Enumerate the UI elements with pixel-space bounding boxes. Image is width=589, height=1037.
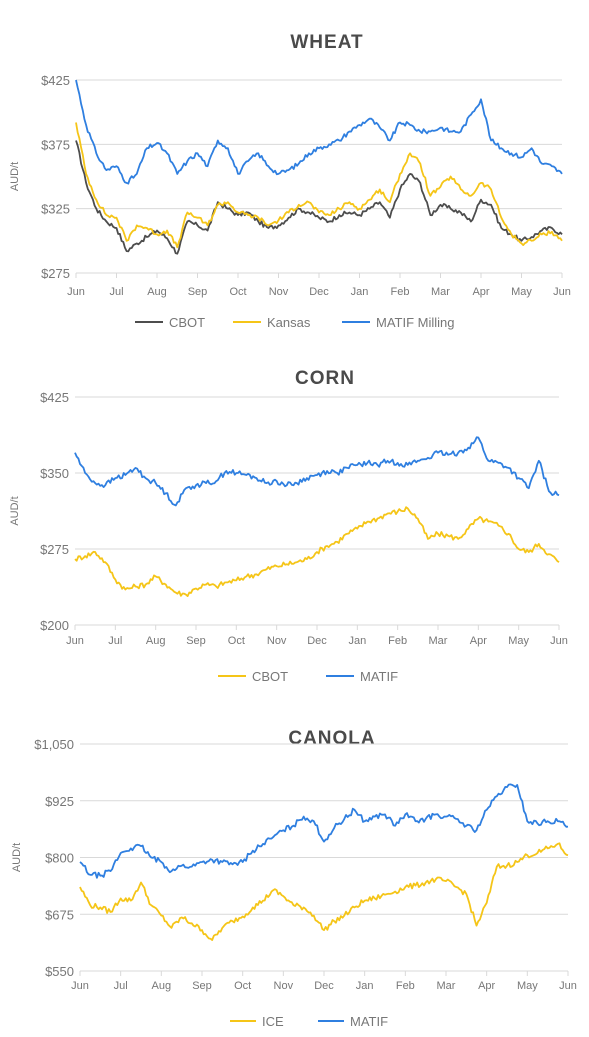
x-tick-label: Oct bbox=[234, 980, 251, 992]
legend-label: CBOT bbox=[169, 315, 205, 330]
chart-title: CANOLA bbox=[288, 728, 375, 749]
y-tick-label: $325 bbox=[41, 202, 70, 217]
x-tick-label: Apr bbox=[478, 980, 495, 992]
x-tick-label: Jun bbox=[67, 286, 85, 298]
x-tick-label: Aug bbox=[152, 980, 172, 992]
x-tick-label: Feb bbox=[391, 286, 410, 298]
series-line-kansas bbox=[75, 122, 563, 249]
x-tick-label: Feb bbox=[396, 980, 415, 992]
x-tick-label: Jun bbox=[553, 286, 571, 298]
y-tick-label: $800 bbox=[45, 851, 74, 866]
x-tick-label: Feb bbox=[388, 635, 407, 647]
series-line-matif-milling bbox=[75, 79, 563, 185]
x-tick-label: Apr bbox=[470, 635, 487, 647]
x-tick-label: Oct bbox=[229, 286, 246, 298]
x-tick-label: Jun bbox=[66, 635, 84, 647]
y-tick-label: $350 bbox=[40, 466, 69, 481]
x-tick-label: Nov bbox=[267, 635, 287, 647]
y-tick-label: $1,050 bbox=[34, 737, 74, 752]
series-line-cbot bbox=[74, 506, 560, 597]
chart-panel-canola: CANOLA $550 $675 $800 $925 $1,050 Jun Jul Aug Sep… bbox=[11, 728, 577, 1029]
x-tick-label: Jun bbox=[71, 980, 89, 992]
x-tick-label: Sep bbox=[186, 635, 206, 647]
y-tick-label: $375 bbox=[41, 137, 70, 152]
y-axis-label: AUD/t bbox=[11, 843, 23, 872]
x-tick-label: May bbox=[511, 286, 532, 298]
chart-title: WHEAT bbox=[290, 32, 363, 53]
x-tick-label: Mar bbox=[429, 635, 448, 647]
legend-label: Kansas bbox=[267, 315, 311, 330]
legend-label: MATIF bbox=[350, 1014, 388, 1029]
x-tick-label: Jan bbox=[351, 286, 369, 298]
y-tick-label: $425 bbox=[40, 390, 69, 405]
series-line-ice bbox=[79, 842, 569, 941]
legend-label: MATIF bbox=[360, 669, 398, 684]
x-tick-label: Dec bbox=[307, 635, 327, 647]
series-line-matif bbox=[74, 436, 560, 507]
y-axis-label: AUD/t bbox=[9, 162, 21, 191]
x-tick-label: Mar bbox=[437, 980, 456, 992]
x-tick-label: May bbox=[517, 980, 538, 992]
x-tick-label: Sep bbox=[192, 980, 212, 992]
x-tick-label: Nov bbox=[269, 286, 289, 298]
x-tick-label: Dec bbox=[314, 980, 334, 992]
series-line-matif bbox=[79, 783, 569, 879]
x-tick-label: Jul bbox=[108, 635, 122, 647]
x-tick-label: Jul bbox=[109, 286, 123, 298]
x-tick-label: Jun bbox=[550, 635, 568, 647]
y-tick-label: $275 bbox=[41, 266, 70, 281]
legend-label: ICE bbox=[262, 1014, 284, 1029]
x-tick-label: Mar bbox=[431, 286, 450, 298]
y-tick-label: $425 bbox=[41, 73, 70, 88]
y-tick-label: $200 bbox=[40, 618, 69, 633]
chart-title: CORN bbox=[295, 368, 355, 389]
series-line-cbot bbox=[75, 140, 563, 255]
x-tick-label: Jun bbox=[559, 980, 577, 992]
y-tick-label: $925 bbox=[45, 794, 74, 809]
y-tick-label: $675 bbox=[45, 907, 74, 922]
x-tick-label: May bbox=[508, 635, 529, 647]
x-tick-label: Dec bbox=[309, 286, 329, 298]
x-tick-label: Jan bbox=[348, 635, 366, 647]
x-tick-label: Jul bbox=[114, 980, 128, 992]
legend-label: MATIF Milling bbox=[376, 315, 454, 330]
x-tick-label: Oct bbox=[228, 635, 245, 647]
chart-panel-corn: CORN $200 $275 $350 $425 Jun Jul Aug Sep Oct Nov De… bbox=[9, 368, 568, 684]
x-tick-label: Aug bbox=[146, 635, 166, 647]
y-tick-label: $275 bbox=[40, 542, 69, 557]
x-tick-label: Aug bbox=[147, 286, 167, 298]
y-axis-label: AUD/t bbox=[9, 496, 21, 525]
x-tick-label: Apr bbox=[472, 286, 489, 298]
x-tick-label: Jan bbox=[356, 980, 374, 992]
chart-panel-wheat: WHEAT $275 $325 $375 $425 Jun Jul Aug Sep Oct Nov D… bbox=[9, 32, 571, 330]
legend-label: CBOT bbox=[252, 669, 288, 684]
x-tick-label: Nov bbox=[274, 980, 294, 992]
x-tick-label: Sep bbox=[188, 286, 208, 298]
y-tick-label: $550 bbox=[45, 964, 74, 979]
